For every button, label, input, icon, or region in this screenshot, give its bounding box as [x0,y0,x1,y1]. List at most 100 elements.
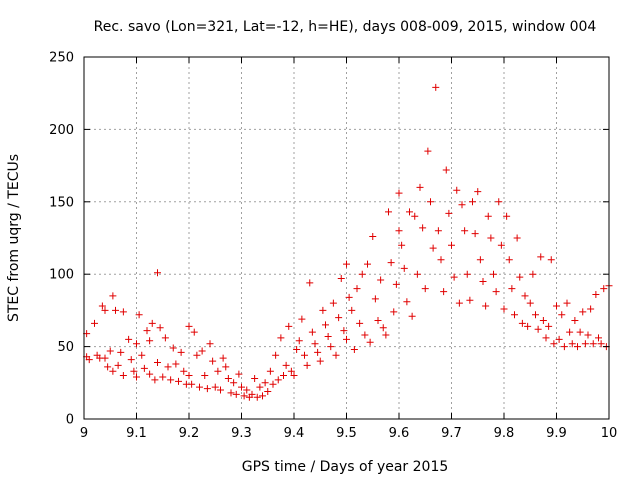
data-point [327,343,335,351]
data-point [511,311,518,319]
data-point [571,317,579,325]
data-point [385,208,392,216]
data-point [274,376,282,384]
data-point [222,363,230,371]
data-point [455,299,463,307]
data-point [600,285,608,293]
data-point [322,321,329,329]
data-point [406,208,413,216]
data-point [518,319,526,327]
data-point [238,383,245,391]
data-point [366,338,374,346]
data-point [308,328,316,336]
data-point [495,198,503,206]
y-tick-label: 200 [49,123,74,138]
data-point [395,189,403,197]
x-tick-label: 9.4 [284,426,305,441]
x-tick-label: 9.6 [389,426,410,441]
data-point [364,260,371,268]
data-point [424,147,432,155]
data-point [243,386,251,394]
x-tick-label: 9.3 [231,426,252,441]
data-point [442,166,450,174]
x-tick-label: 9.8 [494,426,515,441]
data-point [445,209,453,217]
y-tick-label: 0 [66,413,74,428]
data-point [298,315,306,323]
x-axis-label: GPS time / Days of year 2015 [242,459,449,475]
data-point [146,337,154,345]
data-point [290,372,298,380]
data-point [143,327,151,335]
data-point [555,335,563,343]
data-point [256,383,264,391]
data-point [227,389,235,397]
data-points [83,83,613,401]
data-point [350,345,358,353]
x-tick-label: 9.2 [179,426,200,441]
plot-frame [83,56,610,420]
data-point [251,374,259,382]
y-tick-label: 50 [57,340,74,355]
data-point [214,367,222,375]
data-point [133,340,140,348]
data-point [180,367,188,375]
data-point [476,256,484,264]
data-point [432,83,440,91]
data-point [508,285,516,293]
data-point [568,340,576,348]
data-point [219,354,227,362]
data-point [429,244,437,252]
data-point [534,325,542,333]
data-point [371,295,379,303]
data-point [319,306,327,314]
data-point [324,332,332,340]
data-point [461,227,469,235]
data-point [109,367,117,375]
data-point [597,340,605,348]
data-point [471,230,479,238]
data-point [125,335,133,343]
data-point [434,227,442,235]
data-point [395,227,403,235]
data-point [329,299,337,307]
data-point [224,374,232,382]
data-point [542,334,550,342]
data-point [119,308,127,316]
data-point [133,373,140,381]
data-point [458,201,466,209]
data-point [264,387,272,395]
data-point [521,292,529,300]
data-point [206,340,214,348]
data-point [266,367,274,375]
data-point [343,335,350,343]
data-point [400,264,408,272]
data-point [356,319,364,327]
data-point [235,370,243,378]
data-point [130,367,138,375]
data-point [175,377,182,385]
gridlines [84,57,609,419]
chart-title: Rec. savo (Lon=321, Lat=-12, h=HE), days… [94,19,597,35]
data-point [159,373,167,381]
data-point [427,198,434,206]
data-point [272,351,280,359]
data-point [440,288,448,296]
data-point [285,322,293,330]
axes [83,56,610,420]
data-point [109,292,117,300]
data-point [269,380,277,388]
data-point [114,361,122,369]
data-point [203,385,211,393]
data-point [164,363,172,371]
data-point [172,360,180,368]
data-point [497,241,505,249]
data-point [576,328,584,336]
x-tick-label: 9.7 [441,426,462,441]
data-point [91,319,98,327]
data-point [98,302,106,310]
data-point [550,340,558,348]
data-point [560,343,568,351]
data-point [592,290,600,298]
